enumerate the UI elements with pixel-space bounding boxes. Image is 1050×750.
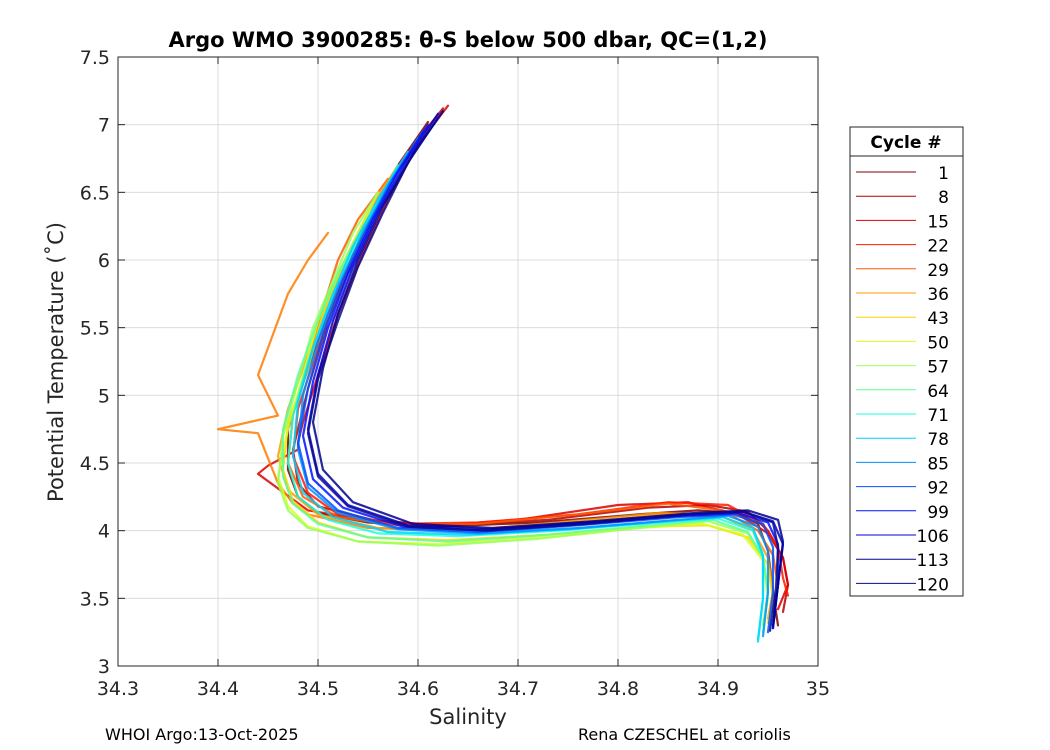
legend-label: 99 — [927, 503, 949, 523]
series-line — [306, 112, 785, 630]
x-tick-label: 35 — [806, 678, 830, 700]
series-line — [311, 109, 785, 627]
y-axis-label: Potential Temperature (˚C) — [44, 222, 68, 502]
legend-label: 64 — [927, 382, 949, 402]
y-tick-label: 5.5 — [80, 318, 110, 340]
ticks: 34.3 34.4 34.5 34.6 34.7 34.8 34.9 35 3 3.5 4 4.5 5 5… — [80, 47, 830, 700]
plot-frame — [117, 56, 819, 667]
series-line — [296, 137, 770, 638]
series-line — [306, 116, 780, 632]
footer-left-text: WHOI Argo:13-Oct-2025 — [105, 725, 299, 744]
series-group — [216, 104, 790, 643]
legend-label: 36 — [927, 285, 949, 305]
y-tick-label: 6.5 — [80, 182, 110, 204]
x-tick-label: 34.6 — [397, 678, 439, 700]
legend-box — [849, 126, 964, 597]
legend-label: 106 — [917, 527, 949, 547]
legend-label: 22 — [927, 237, 949, 257]
y-tick-label: 3 — [98, 656, 110, 678]
legend-label: 43 — [927, 309, 949, 329]
legend-label: 71 — [927, 406, 949, 426]
x-tick-label: 34.9 — [697, 678, 739, 700]
legend-label: 50 — [927, 333, 949, 353]
legend-label: 15 — [927, 212, 949, 232]
y-tick-label: 7.5 — [80, 47, 110, 69]
legend-label: 1 — [938, 164, 949, 184]
x-tick-label: 34.5 — [297, 678, 339, 700]
x-tick-label: 34.4 — [197, 678, 239, 700]
legend-label: 78 — [927, 430, 949, 450]
x-tick-label: 34.3 — [97, 678, 139, 700]
footer-right-text: Rena CZESCHEL at coriolis — [578, 725, 791, 744]
y-tick-label: 7 — [98, 115, 110, 137]
x-tick-label: 34.7 — [497, 678, 539, 700]
series-line — [296, 130, 775, 634]
legend-label: 92 — [927, 479, 949, 499]
y-tick-label: 5 — [98, 385, 110, 407]
series-line — [301, 123, 780, 630]
legend-label: 113 — [917, 551, 949, 571]
y-tick-label: 6 — [98, 250, 110, 272]
legend: Cycle # 18152229364350576471788592991061… — [849, 126, 964, 597]
chart-title: Argo WMO 3900285: θ-S below 500 dbar, QC… — [169, 28, 768, 52]
y-tick-label: 4.5 — [80, 453, 110, 475]
legend-entries: 1 8 15 22 29 36 43 50 57 64 71 78 85 92 99 106 113 120 — [856, 164, 949, 595]
legend-label: 85 — [927, 454, 949, 474]
x-tick-label: 34.8 — [597, 678, 639, 700]
y-tick-label: 4 — [98, 521, 110, 543]
series-line — [291, 150, 765, 643]
legend-label: 120 — [917, 575, 949, 595]
legend-label: 8 — [938, 188, 949, 208]
legend-label: 29 — [927, 261, 949, 281]
legend-title: Cycle # — [870, 133, 941, 153]
x-axis-label: Salinity — [429, 705, 507, 729]
series-line — [281, 184, 770, 634]
y-tick-label: 3.5 — [80, 588, 110, 610]
grid — [118, 57, 818, 666]
legend-label: 57 — [927, 358, 949, 378]
series-line — [286, 120, 780, 627]
